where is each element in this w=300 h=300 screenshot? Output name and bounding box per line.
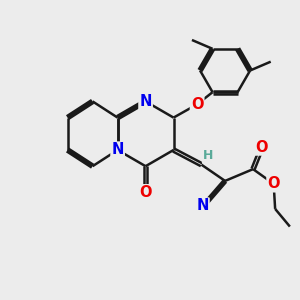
- Text: O: O: [267, 176, 280, 191]
- Text: O: O: [139, 185, 152, 200]
- Text: N: N: [111, 142, 124, 158]
- Text: H: H: [203, 149, 213, 162]
- Text: N: N: [196, 198, 208, 213]
- Text: O: O: [191, 97, 203, 112]
- Text: O: O: [256, 140, 268, 154]
- Text: N: N: [140, 94, 152, 109]
